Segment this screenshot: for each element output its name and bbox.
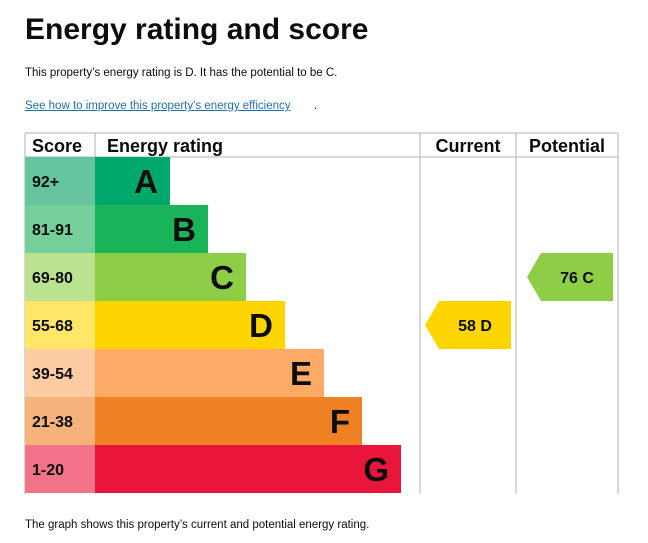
rating-letter-e: E — [290, 355, 312, 392]
current-rating-arrow — [425, 301, 511, 349]
rating-letter-g: G — [363, 451, 389, 488]
score-cell-d — [25, 301, 95, 349]
rating-markers: 58 D 76 C — [425, 253, 613, 349]
score-range-a: 92+ — [32, 174, 59, 191]
rating-bands: 92+ A 81-91 B 69-80 C 55-68 D 39-54 E 21-38 F 1-20 G — [25, 157, 401, 493]
rating-letter-c: C — [210, 259, 234, 296]
page-title: Energy rating and score — [25, 13, 369, 46]
score-cell-e — [25, 349, 95, 397]
rating-bar-e — [95, 349, 324, 397]
rating-bar-f — [95, 397, 362, 445]
score-range-c: 69-80 — [32, 270, 73, 287]
score-cell-c — [25, 253, 95, 301]
score-range-f: 21-38 — [32, 414, 73, 431]
score-range-g: 1-20 — [32, 462, 64, 479]
rating-bar-a — [95, 157, 170, 205]
rating-letter-b: B — [172, 211, 196, 248]
potential-rating-label: 76 C — [560, 270, 594, 287]
rating-bar-c — [95, 253, 246, 301]
rating-bar-b — [95, 205, 208, 253]
link-suffix: . — [314, 100, 318, 112]
score-cell-b — [25, 205, 95, 253]
header-energy-rating: Energy rating — [107, 136, 223, 156]
header-current: Current — [435, 136, 500, 156]
rating-bar-d — [95, 301, 285, 349]
header-score: Score — [32, 136, 82, 156]
score-range-d: 55-68 — [32, 318, 73, 335]
score-range-b: 81-91 — [32, 222, 73, 239]
score-cell-g — [25, 445, 95, 493]
potential-rating-arrow — [527, 253, 613, 301]
rating-summary: This property’s energy rating is D. It h… — [25, 67, 338, 79]
header-potential: Potential — [529, 136, 605, 156]
current-rating-label: 58 D — [458, 318, 492, 335]
rating-letter-f: F — [330, 403, 350, 440]
rating-letter-a: A — [134, 163, 158, 200]
chart-headers: Score Energy rating Current Potential — [32, 136, 605, 156]
improve-efficiency-link[interactable]: See how to improve this property’s energ… — [25, 100, 291, 112]
rating-bar-g — [95, 445, 401, 493]
chart-caption: The graph shows this property’s current … — [25, 519, 370, 531]
score-range-e: 39-54 — [32, 366, 73, 383]
score-cell-a — [25, 157, 95, 205]
score-cell-f — [25, 397, 95, 445]
rating-letter-d: D — [249, 307, 273, 344]
